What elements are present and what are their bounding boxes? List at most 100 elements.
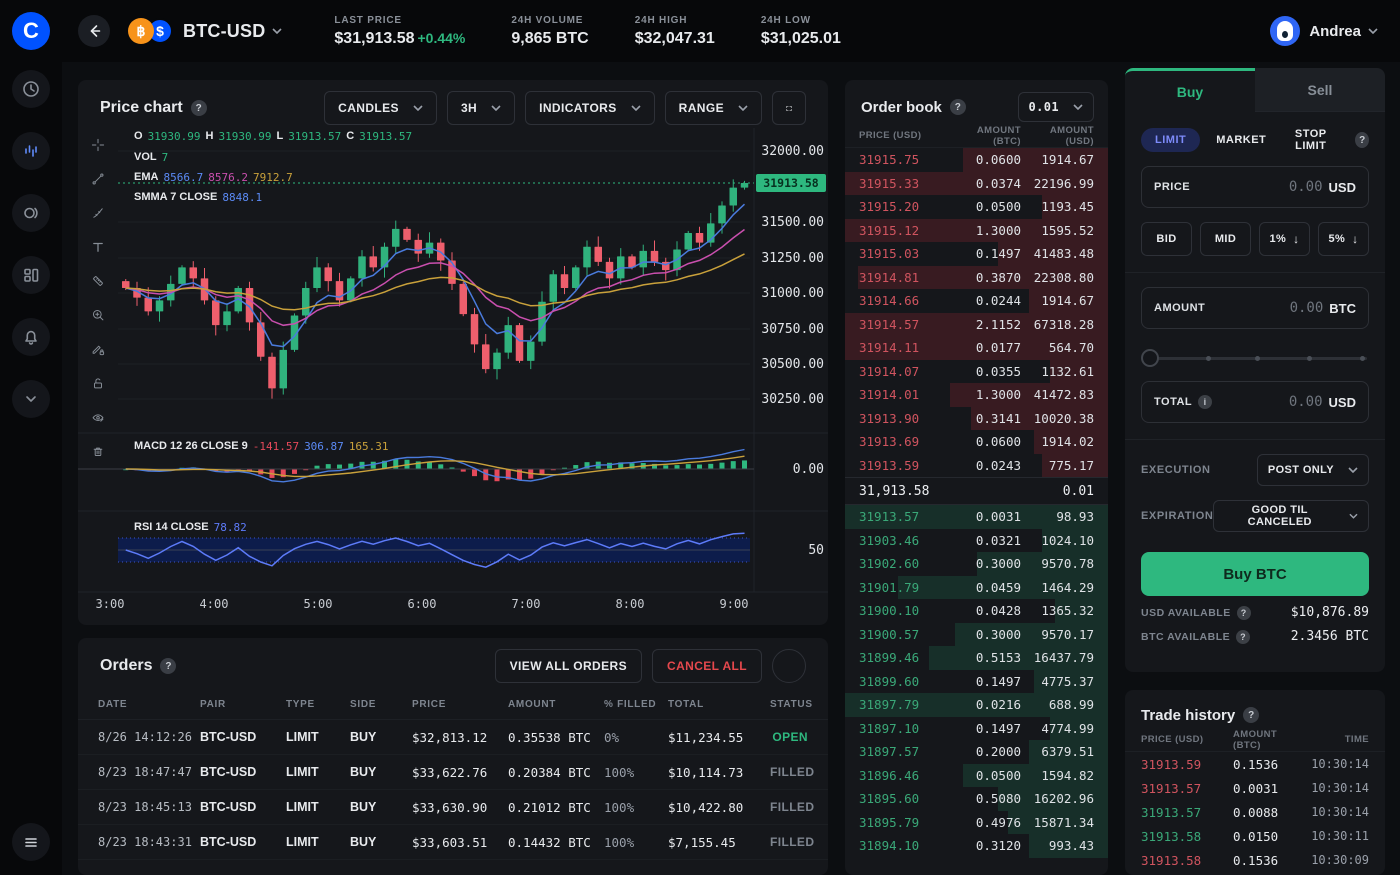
order-book-row[interactable]: 31914.57 2.1152 67318.28 — [845, 312, 1108, 336]
candles-dropdown[interactable]: CANDLES — [324, 91, 437, 125]
order-type-limit[interactable]: LIMIT — [1141, 128, 1201, 152]
order-book-row[interactable]: 31903.46 0.0321 1024.10 — [845, 528, 1108, 552]
price-chart-canvas[interactable]: 32000.00 31500.00 31250.00 31000.00 30750.00… — [78, 128, 828, 625]
sidebar-item-history[interactable] — [12, 70, 50, 108]
minus-5pct-button[interactable]: 5% ↓ — [1318, 222, 1369, 256]
order-row[interactable]: 8/26 14:12:26 BTC-USD LIMIT BUY $32,813.12 0.… — [78, 720, 828, 755]
down-arrow-icon: ↓ — [1293, 232, 1300, 246]
order-book-row[interactable]: 31913.69 0.0600 1914.02 — [845, 430, 1108, 454]
order-type-market[interactable]: MARKET — [1216, 134, 1267, 146]
sidebar-item-markets[interactable] — [12, 132, 50, 170]
range-dropdown[interactable]: RANGE — [664, 91, 762, 125]
order-book-row[interactable]: 31914.07 0.0355 1132.61 — [845, 359, 1108, 383]
buy-btc-button[interactable]: Buy BTC — [1141, 552, 1369, 596]
order-type-stop-limit[interactable]: STOP LIMIT — [1282, 128, 1339, 152]
trade-time: 10:30:14 — [1311, 805, 1369, 819]
minus-1pct-button[interactable]: 1% ↓ — [1259, 222, 1310, 256]
slider-handle[interactable] — [1141, 349, 1159, 367]
order-book-row[interactable]: 31915.03 0.1497 41483.48 — [845, 242, 1108, 266]
amount-slider[interactable] — [1141, 349, 1367, 367]
collapse-orders-button[interactable] — [772, 649, 806, 683]
crosshair-tool[interactable] — [85, 132, 111, 158]
order-book-row[interactable]: 31915.33 0.0374 22196.99 — [845, 171, 1108, 195]
order-book-row[interactable]: 31897.57 0.2000 6379.51 — [845, 740, 1108, 764]
lock-tool[interactable] — [85, 370, 111, 396]
sidebar-item-orders[interactable] — [12, 194, 50, 232]
order-cell: BTC-USD — [200, 765, 257, 779]
trade-tabs: Buy Sell — [1125, 68, 1385, 112]
hide-drawings-tool[interactable] — [85, 404, 111, 430]
help-icon[interactable]: ? — [190, 100, 207, 116]
coinbase-logo[interactable]: C — [12, 12, 50, 50]
order-book-row[interactable]: 31914.11 0.0177 564.70 — [845, 336, 1108, 360]
user-menu[interactable]: Andrea — [1270, 16, 1378, 46]
tab-buy[interactable]: Buy — [1125, 68, 1255, 112]
order-row[interactable]: 8/23 18:43:31 BTC-USD LIMIT BUY $33,603.51 0.… — [78, 825, 828, 860]
order-book-row[interactable]: 31895.60 0.5080 16202.96 — [845, 787, 1108, 811]
fullscreen-button[interactable] — [772, 91, 806, 125]
order-book-row[interactable]: 31902.60 0.3000 9570.78 — [845, 552, 1108, 576]
order-book-row[interactable]: 31914.81 0.3870 22308.80 — [845, 265, 1108, 289]
order-cell: BUY — [350, 765, 377, 779]
total-field[interactable]: TOTAL i 0.00 USD — [1141, 381, 1369, 423]
order-book-row[interactable]: 31913.59 0.0243 775.17 — [845, 453, 1108, 477]
brush-tool[interactable] — [85, 200, 111, 226]
order-book-row[interactable]: 31900.57 0.3000 9570.17 — [845, 622, 1108, 646]
sidebar-item-more[interactable] — [12, 380, 50, 418]
tick-size-dropdown[interactable]: 0.01 — [1017, 92, 1094, 122]
measure-tool[interactable] — [85, 268, 111, 294]
order-book-row[interactable]: 31899.60 0.1497 4775.37 — [845, 669, 1108, 693]
help-icon[interactable]: ? — [160, 658, 177, 674]
order-book-row[interactable]: 31915.12 1.3000 1595.52 — [845, 218, 1108, 242]
order-book-row[interactable]: 31897.10 0.1497 4774.99 — [845, 716, 1108, 740]
order-book-row[interactable]: 31913.57 0.0031 98.93 — [845, 505, 1108, 529]
sidebar-item-alerts[interactable] — [12, 318, 50, 356]
book-amount-usd: 1594.82 — [1041, 767, 1094, 783]
delete-drawings-tool[interactable] — [85, 438, 111, 464]
orders-column-header: % FILLED — [604, 699, 657, 710]
execution-dropdown[interactable]: POST ONLY — [1256, 454, 1369, 486]
sidebar-item-dashboard[interactable] — [12, 256, 50, 294]
interval-dropdown[interactable]: 3H — [446, 91, 516, 125]
quick-price-buttons: BID MID 1% ↓ 5% ↓ — [1141, 222, 1369, 256]
help-icon[interactable]: ? — [1355, 132, 1369, 148]
cancel-all-button[interactable]: CANCEL ALL — [652, 649, 762, 683]
depth-bar — [1050, 716, 1108, 740]
help-icon[interactable]: ? — [949, 99, 966, 115]
order-book-row[interactable]: 31897.79 0.0216 688.99 — [845, 693, 1108, 717]
order-book-row[interactable]: 31914.66 0.0244 1914.67 — [845, 289, 1108, 313]
order-book-row[interactable]: 31900.10 0.0428 1365.32 — [845, 599, 1108, 623]
order-row[interactable]: 8/23 18:45:13 BTC-USD LIMIT BUY $33,630.90 0.… — [78, 790, 828, 825]
order-book-row[interactable]: 31913.90 0.3141 10020.38 — [845, 406, 1108, 430]
order-book-row[interactable]: 31901.79 0.0459 1464.29 — [845, 575, 1108, 599]
trade-price: 31913.57 — [1141, 804, 1202, 820]
info-icon[interactable]: ? — [1236, 605, 1251, 620]
view-all-orders-button[interactable]: VIEW ALL ORDERS — [494, 649, 642, 683]
order-book-row[interactable]: 31896.46 0.0500 1594.82 — [845, 763, 1108, 787]
trendline-tool[interactable] — [85, 166, 111, 192]
expiration-dropdown[interactable]: GOOD TIL CANCELED — [1213, 500, 1369, 532]
amount-field[interactable]: AMOUNT 0.00 BTC — [1141, 287, 1369, 329]
sidebar-menu-button[interactable] — [12, 823, 50, 861]
draw-lock-tool[interactable] — [85, 336, 111, 362]
help-icon[interactable]: ? — [1243, 707, 1260, 723]
pair-selector[interactable]: ฿ $ BTC-USD — [128, 18, 282, 44]
bid-button[interactable]: BID — [1141, 222, 1192, 256]
order-book-row[interactable]: 31914.01 1.3000 41472.83 — [845, 383, 1108, 407]
indicators-dropdown[interactable]: INDICATORS — [525, 91, 655, 125]
zoom-tool[interactable] — [85, 302, 111, 328]
order-book-row[interactable]: 31899.46 0.5153 16437.79 — [845, 646, 1108, 670]
text-tool[interactable] — [85, 234, 111, 260]
back-button[interactable] — [78, 15, 110, 47]
order-row[interactable]: 8/23 18:47:47 BTC-USD LIMIT BUY $33,622.76 0.… — [78, 755, 828, 790]
tab-sell[interactable]: Sell — [1255, 68, 1385, 112]
price-field[interactable]: PRICE 0.00 USD — [1141, 166, 1369, 208]
order-book-row[interactable]: 31895.79 0.4976 15871.34 — [845, 810, 1108, 834]
info-icon[interactable]: ? — [1236, 629, 1251, 644]
depth-bar — [1042, 453, 1108, 477]
order-book-row[interactable]: 31915.20 0.0500 1193.45 — [845, 195, 1108, 219]
order-book-row[interactable]: 31894.10 0.3120 993.43 — [845, 834, 1108, 858]
order-book-row[interactable]: 31915.75 0.0600 1914.67 — [845, 148, 1108, 172]
mid-button[interactable]: MID — [1200, 222, 1251, 256]
info-icon[interactable]: i — [1198, 395, 1213, 409]
